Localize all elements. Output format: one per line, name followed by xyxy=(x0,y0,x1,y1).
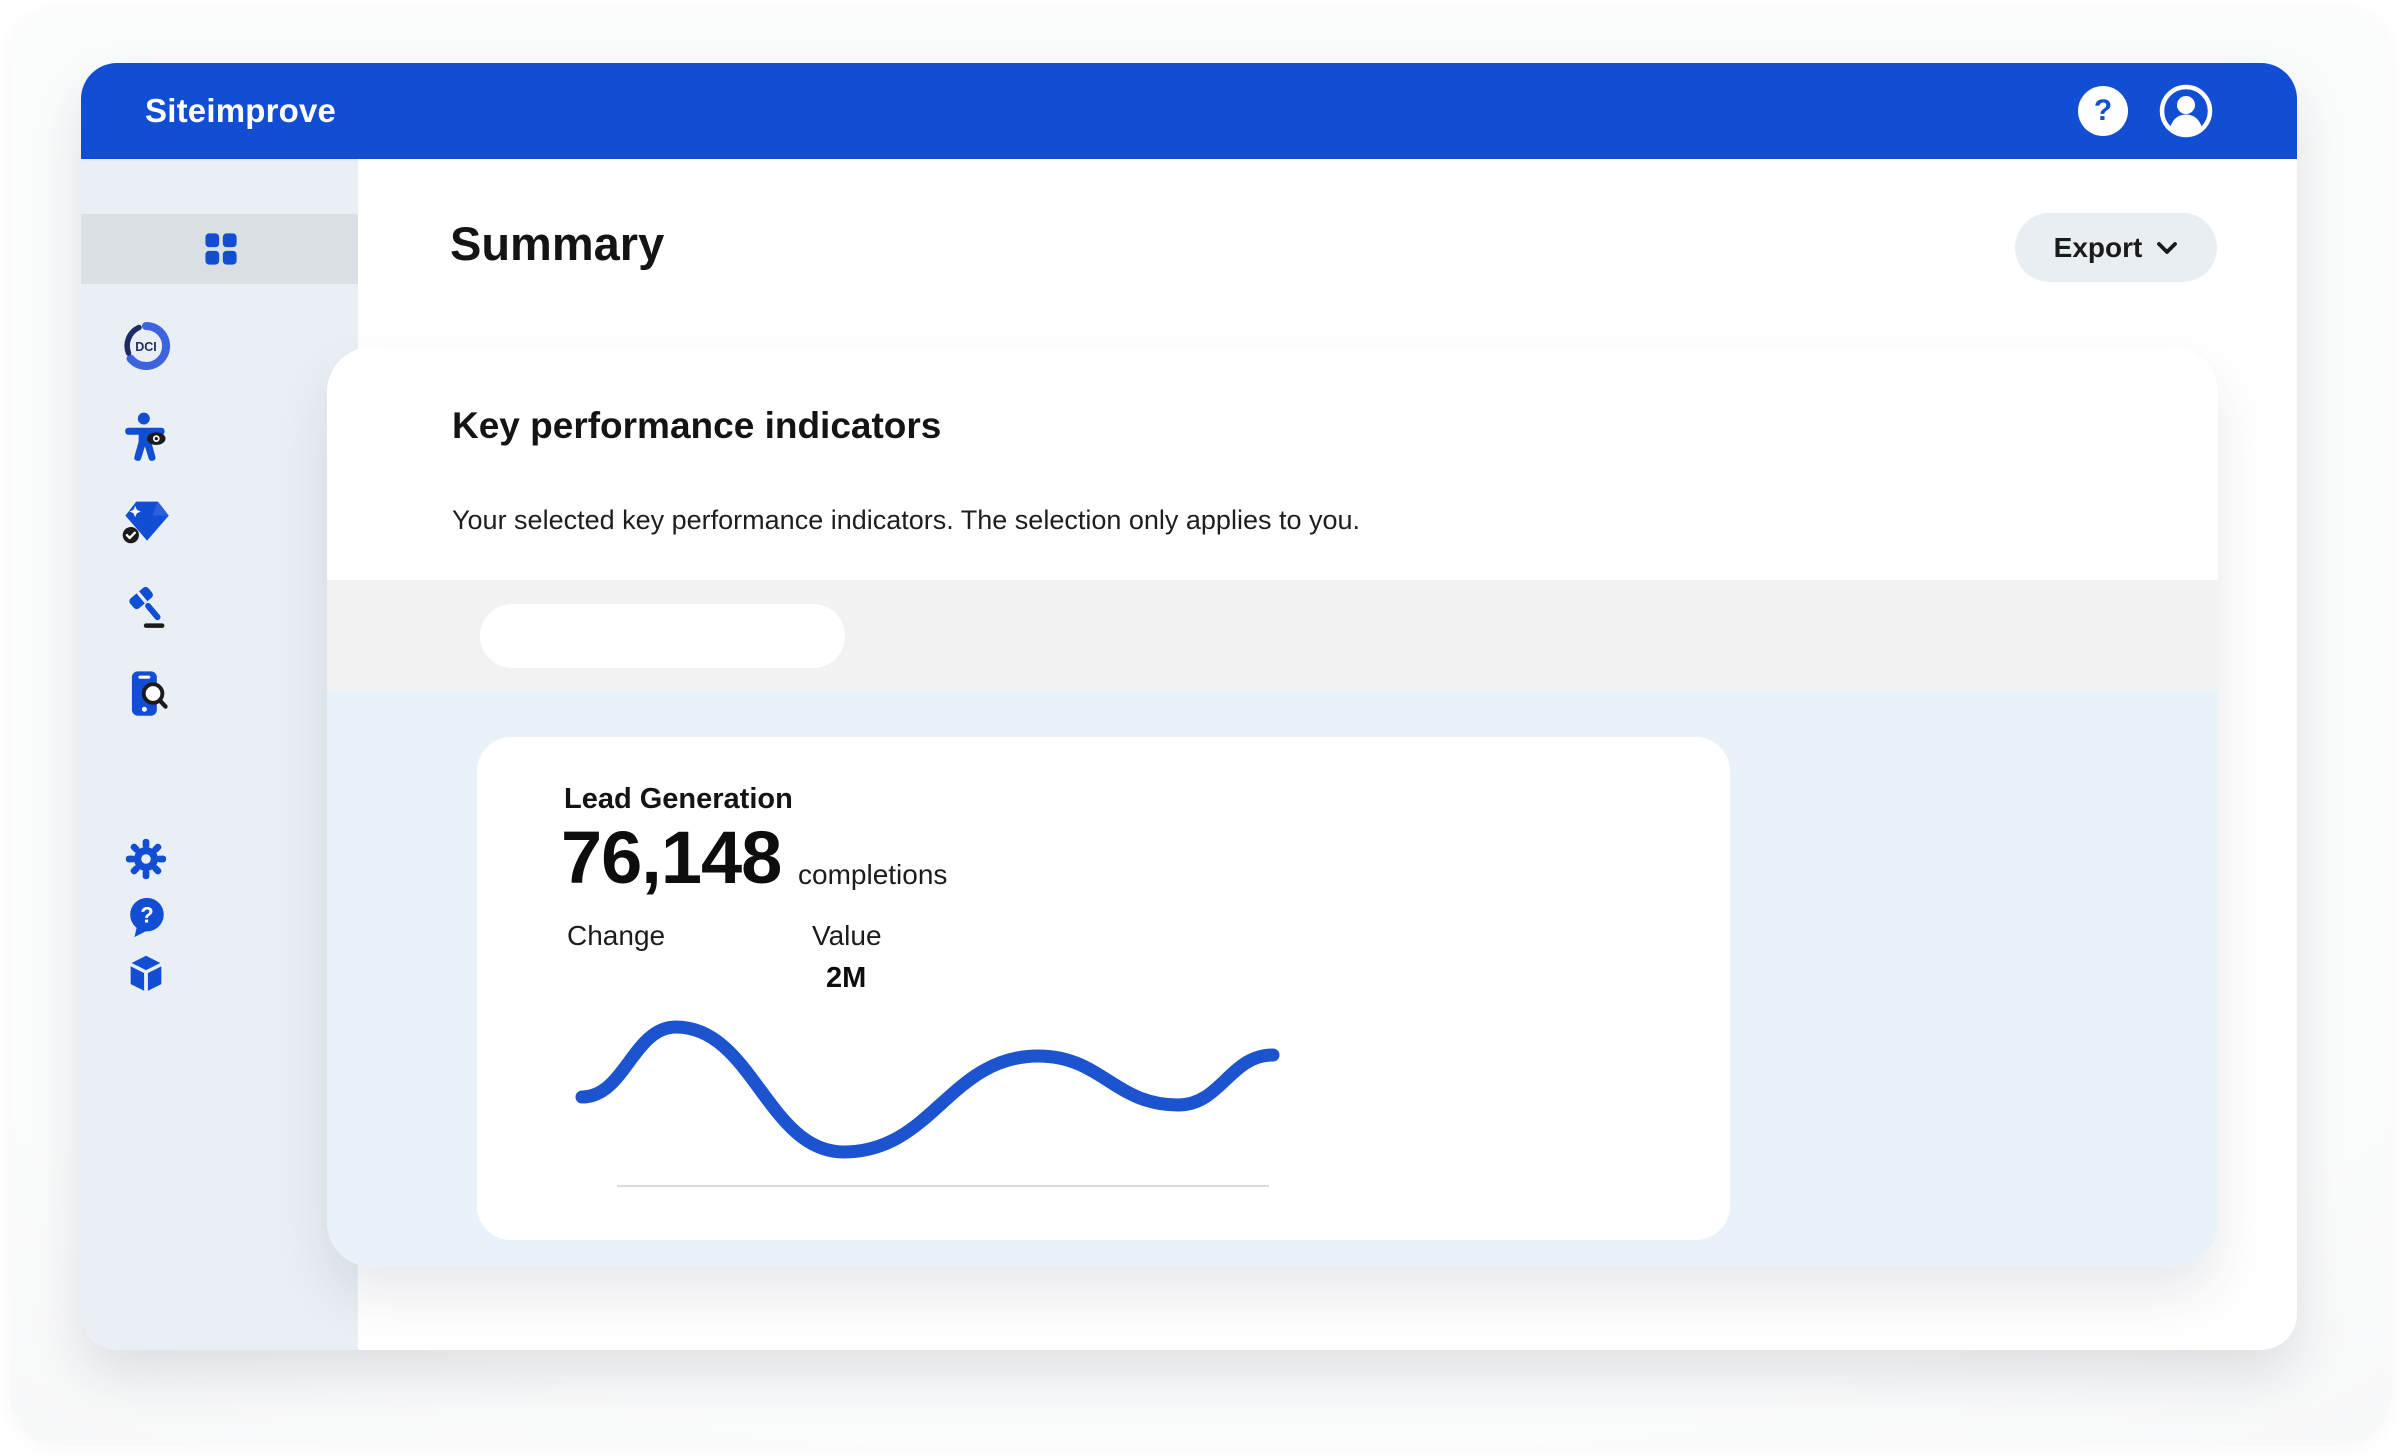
kpi-filter-pill[interactable] xyxy=(480,604,845,668)
topbar-help-button[interactable]: ? xyxy=(2078,86,2128,136)
kpi-value-label: Value xyxy=(812,920,882,951)
gavel-icon xyxy=(129,586,165,628)
export-button-label: Export xyxy=(2053,231,2143,263)
cube-icon xyxy=(130,955,162,991)
kpi-tile-title: Lead Generation xyxy=(564,783,793,815)
dashboard-grid-icon xyxy=(205,233,237,265)
diamond-check-icon xyxy=(122,501,169,544)
sidebar-item-dashboard[interactable] xyxy=(193,221,249,277)
question-mark-icon: ? xyxy=(2093,94,2113,127)
sidebar: DCI xyxy=(81,159,358,1350)
sidebar-active-highlight xyxy=(81,214,358,284)
kpi-sparkline-chart xyxy=(575,1020,1280,1187)
kpi-change-label: Change xyxy=(567,920,666,951)
sparkline-path xyxy=(575,1020,1280,1159)
lead-generation-kpi-tile[interactable]: Lead Generation 76,148 completions Chang… xyxy=(477,737,1730,1240)
sidebar-item-quality-assurance[interactable] xyxy=(118,492,174,548)
gear-icon xyxy=(125,838,167,880)
sidebar-item-help[interactable]: ? xyxy=(118,889,174,945)
kpi-section-title: Key performance indicators xyxy=(452,405,942,446)
kpi-body-area: Lead Generation 76,148 completions Chang… xyxy=(327,690,2218,1267)
kpi-tile-unit: completions xyxy=(798,859,948,890)
app-window: Siteimprove ? xyxy=(81,63,2297,1350)
sidebar-item-dci-score[interactable]: DCI xyxy=(118,318,174,374)
help-question-glyph: ? xyxy=(140,902,153,927)
sidebar-item-policy[interactable] xyxy=(118,578,174,634)
page-title: Summary xyxy=(450,217,665,270)
sidebar-item-accessibility[interactable] xyxy=(118,409,174,465)
kpi-value-amount: 2M xyxy=(826,962,867,994)
user-avatar-button[interactable] xyxy=(2158,83,2214,139)
siteimprove-logo: Siteimprove xyxy=(145,92,337,129)
dci-ring-icon: DCI xyxy=(124,321,171,370)
sidebar-item-integrations[interactable] xyxy=(118,946,174,1002)
accessibility-person-eye-icon xyxy=(125,412,166,461)
kpi-section-card: Key performance indicators Your selected… xyxy=(327,347,2218,1267)
phone-search-icon xyxy=(131,671,168,716)
chevron-down-icon xyxy=(2157,241,2178,254)
question-bubble-icon: ? xyxy=(130,897,164,938)
top-navigation-bar: Siteimprove ? xyxy=(81,63,2297,159)
user-avatar-icon xyxy=(2159,84,2213,138)
sidebar-item-seo[interactable] xyxy=(118,665,174,721)
kpi-section-header: Key performance indicators Your selected… xyxy=(327,347,2218,580)
sidebar-item-settings[interactable] xyxy=(118,831,174,887)
dci-label: DCI xyxy=(135,340,157,354)
kpi-section-description: Your selected key performance indicators… xyxy=(452,505,1361,535)
kpi-filter-band xyxy=(327,580,2218,690)
export-button[interactable]: Export xyxy=(2015,213,2217,282)
kpi-tile-value: 76,148 xyxy=(561,816,782,899)
